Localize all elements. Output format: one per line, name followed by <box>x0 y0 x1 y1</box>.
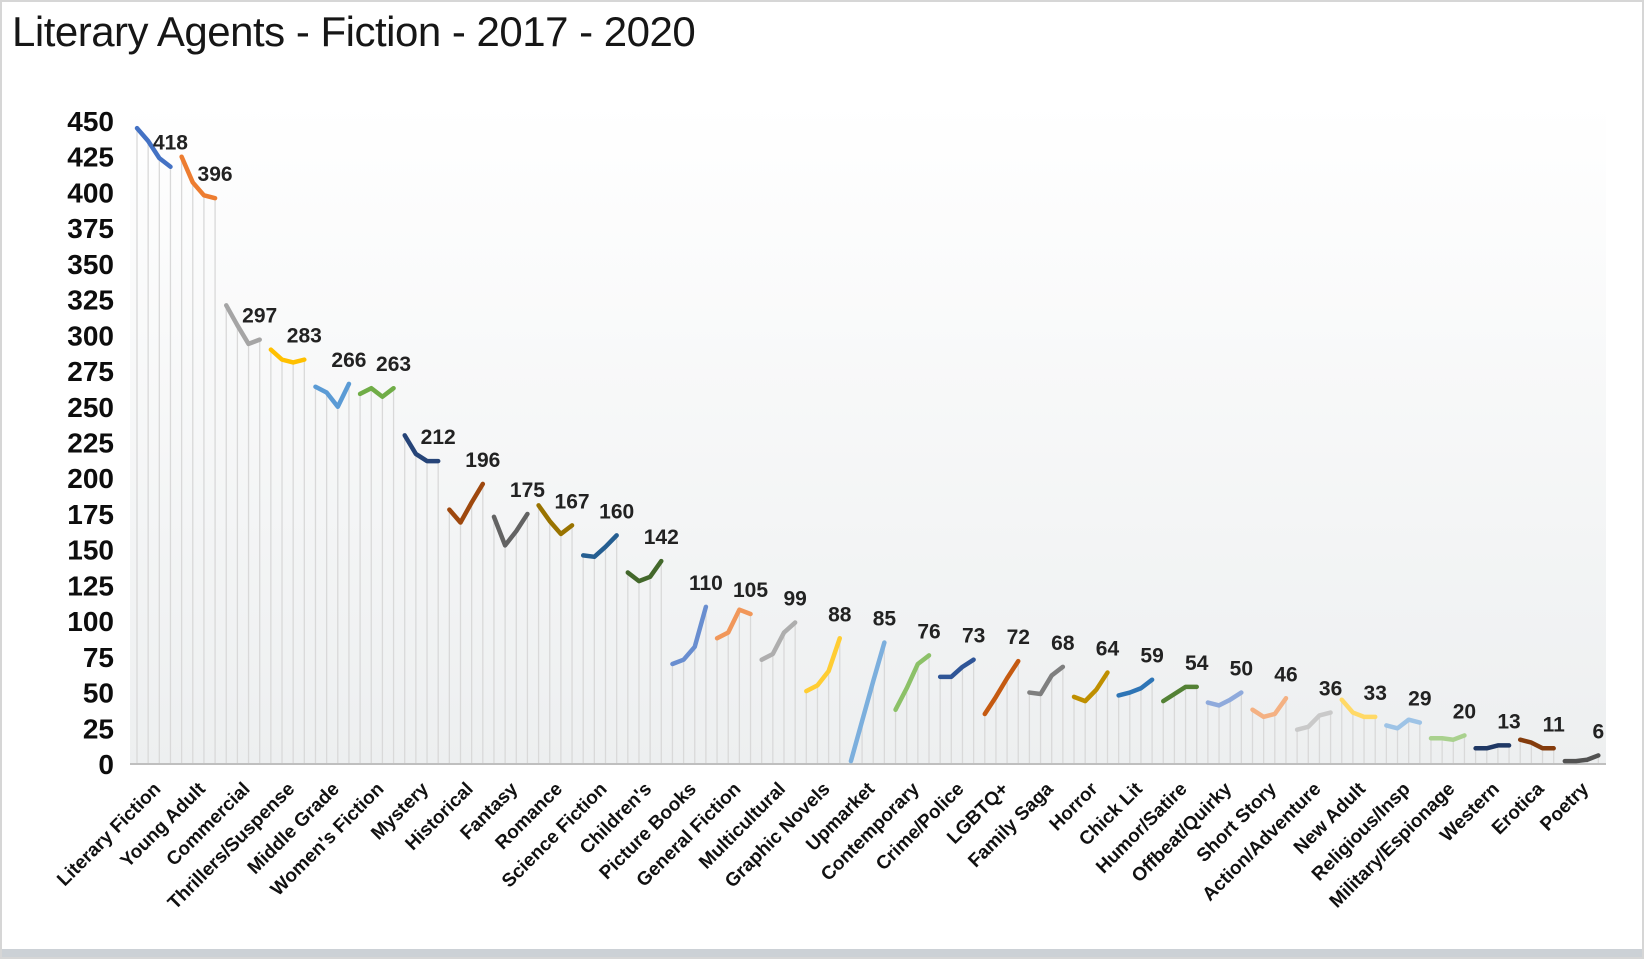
series-line <box>1517 737 1556 751</box>
y-axis-tick-label: 350 <box>67 249 114 280</box>
series-data-label: 99 <box>783 588 806 611</box>
series-data-label: 68 <box>1051 632 1075 655</box>
y-axis-tick-label: 175 <box>67 499 114 530</box>
series-line <box>848 640 887 764</box>
y-axis-tick-label: 200 <box>67 463 114 494</box>
series-data-label: 175 <box>510 479 545 502</box>
series-line <box>402 433 441 464</box>
series-data-label: 418 <box>153 132 188 155</box>
y-axis-tick-label: 425 <box>67 142 114 173</box>
series-data-label: 167 <box>555 490 590 513</box>
series-line <box>1250 696 1289 720</box>
series-line <box>1384 717 1423 731</box>
y-axis-tick-label: 300 <box>67 320 114 351</box>
series-line <box>580 533 619 560</box>
series-line <box>937 657 976 680</box>
y-axis-tick-label: 0 <box>98 749 114 780</box>
series-data-label: 212 <box>421 426 456 449</box>
series-line <box>670 604 709 667</box>
x-axis-category-label: Poetry <box>1536 778 1593 835</box>
series-line <box>982 658 1021 717</box>
y-axis-tick-label: 100 <box>67 606 114 637</box>
series-data-label: 196 <box>465 449 500 472</box>
y-axis-tick-label: 25 <box>83 713 114 744</box>
series-line <box>268 347 307 365</box>
series-data-label: 110 <box>689 572 723 595</box>
series-data-label: 105 <box>733 579 768 602</box>
plot-area <box>130 102 1606 764</box>
series-data-label: 297 <box>242 305 277 328</box>
chart-title: Literary Agents - Fiction - 2017 - 2020 <box>12 8 696 55</box>
series-line <box>1339 697 1378 720</box>
series-line <box>491 511 530 548</box>
series-data-label: 46 <box>1274 663 1297 686</box>
series-line <box>1294 710 1333 732</box>
series-line <box>1116 677 1155 698</box>
series-data-label: 85 <box>873 608 897 631</box>
series-line <box>357 385 396 400</box>
series-data-label: 73 <box>962 625 985 648</box>
series-data-label: 142 <box>644 526 679 549</box>
series-data-label: 64 <box>1096 638 1120 661</box>
series-line <box>759 620 798 662</box>
y-axis-tick-label: 125 <box>67 570 114 601</box>
series-data-label: 13 <box>1497 710 1520 733</box>
series-line <box>1071 670 1110 704</box>
series-line <box>893 653 932 712</box>
series-line <box>447 481 486 525</box>
y-axis-tick-label: 275 <box>67 356 114 387</box>
series-data-label: 76 <box>917 620 940 643</box>
series-data-label: 263 <box>376 353 411 376</box>
y-axis-tick-label: 450 <box>67 106 114 137</box>
series-line <box>714 607 753 641</box>
series-line <box>1027 664 1066 697</box>
series-line <box>134 125 173 169</box>
series-line <box>1562 753 1601 764</box>
series-line <box>1428 733 1467 742</box>
series-data-label: 54 <box>1185 652 1209 675</box>
series-data-label: 72 <box>1007 626 1030 649</box>
y-axis-tick-label: 400 <box>67 177 114 208</box>
series-line <box>223 303 262 347</box>
y-axis-tick-label: 150 <box>67 535 114 566</box>
series-data-label: 36 <box>1319 678 1342 701</box>
series-line <box>804 636 843 694</box>
series-data-label: 33 <box>1364 682 1387 705</box>
series-data-label: 283 <box>287 325 322 348</box>
series-line <box>1473 743 1512 751</box>
y-axis-tick-label: 325 <box>67 285 114 316</box>
y-axis-tick-label: 50 <box>83 678 114 709</box>
series-data-label: 29 <box>1408 688 1431 711</box>
series-line <box>313 381 352 410</box>
series-line <box>625 558 664 584</box>
series-line <box>1205 690 1244 708</box>
series-data-label: 6 <box>1592 720 1604 743</box>
series-data-label: 88 <box>828 603 852 626</box>
y-axis-tick-label: 250 <box>67 392 114 423</box>
series-data-label: 266 <box>331 349 366 372</box>
series-data-label: 396 <box>198 163 233 186</box>
y-axis-tick-label: 375 <box>67 213 114 244</box>
series-data-label: 59 <box>1140 645 1163 668</box>
series-data-label: 20 <box>1453 700 1476 723</box>
y-axis-tick-label: 75 <box>83 642 114 673</box>
series-data-label: 160 <box>599 500 634 523</box>
window-bottom-edge <box>2 949 1642 957</box>
series-data-label: 50 <box>1230 658 1253 681</box>
series-line <box>1161 684 1199 704</box>
series-line <box>536 503 575 537</box>
y-axis-tick-label: 225 <box>67 428 114 459</box>
series-data-label: 11 <box>1543 713 1566 736</box>
series-line <box>179 154 218 201</box>
